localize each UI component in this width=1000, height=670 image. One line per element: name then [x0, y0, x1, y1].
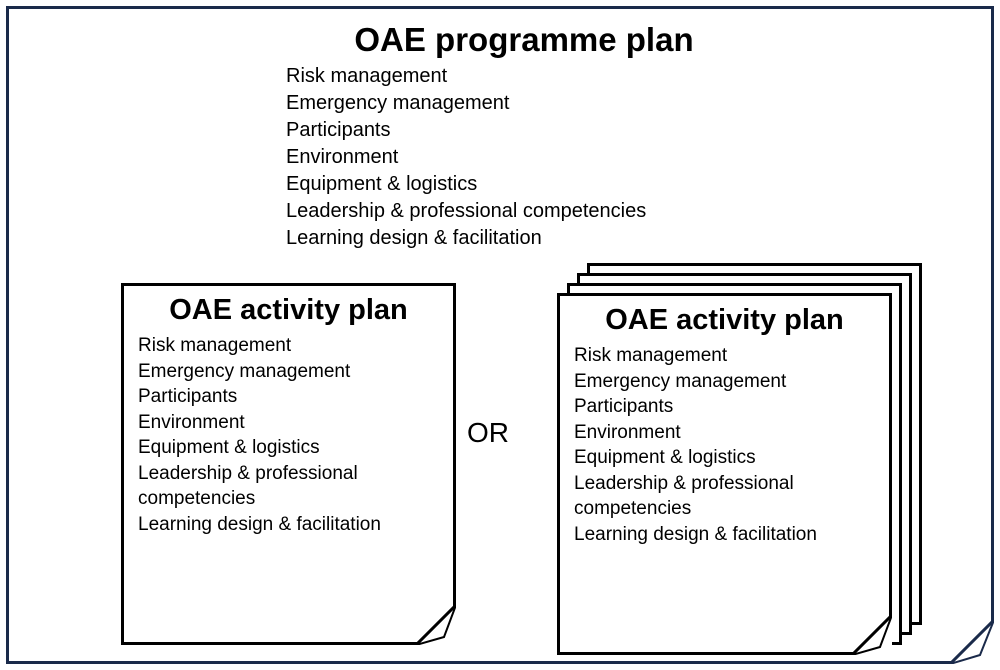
list-item: Equipment & logistics [286, 171, 764, 198]
list-item: Risk management [574, 343, 877, 368]
list-item: Risk management [138, 333, 441, 358]
page-fold-icon [852, 615, 892, 655]
list-item: Participants [286, 117, 764, 144]
list-item: Environment [574, 420, 877, 445]
page-fold-icon [950, 620, 994, 664]
or-label: OR [467, 417, 509, 449]
list-item: Equipment & logistics [574, 445, 877, 470]
list-item: Learning design & facilitation [574, 522, 877, 547]
list-item: Learning design & facilitation [286, 225, 764, 252]
list-item: Equipment & logistics [138, 435, 441, 460]
list-item: Leadership & professional competencies [286, 198, 764, 225]
list-item: Learning design & facilitation [138, 512, 441, 537]
activity-plan-card-right: OAE activity plan Risk management Emerge… [557, 293, 892, 655]
activity-plan-list: Risk management Emergency management Par… [560, 343, 889, 555]
list-item: Leadership & professional competencies [138, 461, 441, 512]
list-item: Emergency management [286, 90, 764, 117]
list-item: Emergency management [138, 359, 441, 384]
list-item: Environment [138, 410, 441, 435]
diagram-frame: OAE programme plan Risk management Emerg… [6, 6, 994, 664]
programme-plan-block: OAE programme plan Risk management Emerg… [284, 21, 764, 252]
page-fold-icon [416, 605, 456, 645]
list-item: Participants [138, 384, 441, 409]
activity-plan-stack: OAE activity plan Risk management Emerge… [557, 263, 937, 663]
activity-plan-title: OAE activity plan [560, 296, 889, 343]
programme-plan-list: Risk management Emergency management Par… [284, 63, 764, 252]
list-item: Leadership & professional competencies [574, 471, 877, 522]
activity-plan-list: Risk management Emergency management Par… [124, 333, 453, 545]
activity-plan-card-left: OAE activity plan Risk management Emerge… [121, 283, 456, 645]
list-item: Participants [574, 394, 877, 419]
programme-plan-title: OAE programme plan [284, 21, 764, 59]
activity-plan-title: OAE activity plan [124, 286, 453, 333]
list-item: Environment [286, 144, 764, 171]
list-item: Emergency management [574, 369, 877, 394]
list-item: Risk management [286, 63, 764, 90]
